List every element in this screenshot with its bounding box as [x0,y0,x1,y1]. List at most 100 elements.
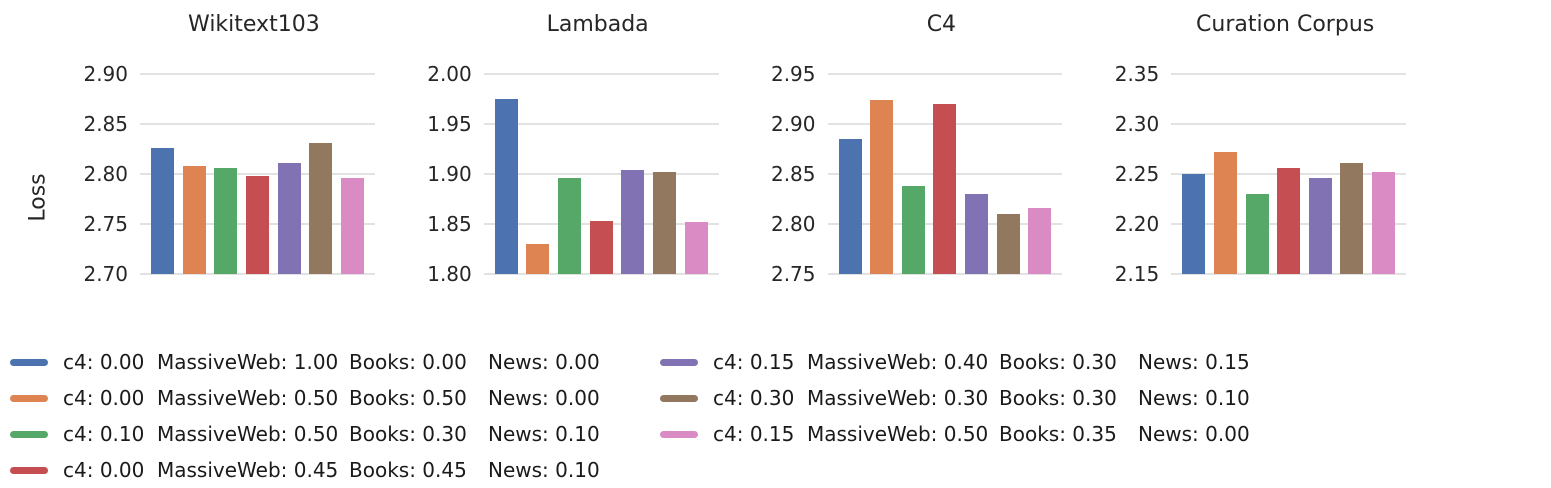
y-tick-labels: 2.00 1.95 1.90 1.85 1.80 [422,62,484,286]
bar-series-3 [245,176,269,274]
legend-label: MassiveWeb: 0.50 [807,422,989,446]
y-tick-label: 1.85 [427,212,472,236]
y-tick-label: 2.85 [770,162,816,186]
plot-area [827,73,1063,275]
legend-swatch [660,394,698,402]
y-tick-label: 2.25 [1114,162,1160,186]
plot-wrap: 2.00 1.95 1.90 1.85 1.80 [422,62,719,286]
bar-series-4 [1308,178,1332,274]
y-tick-label: 1.95 [427,112,472,136]
bar-series-0 [838,139,862,274]
bar-series-1 [182,166,206,274]
chart-panel-wikitext103: Wikitext103 2.90 2.85 2.80 2.75 2.70 [78,8,375,286]
y-tick-label: 1.90 [427,162,472,186]
legend-label: News: 0.15 [1138,350,1250,374]
legend-entry: c4: 0.15 MassiveWeb: 0.50 Books: 0.35 News:… [660,416,1258,452]
legend-label: Books: 0.00 [349,350,467,374]
y-tick-labels: 2.90 2.85 2.80 2.75 2.70 [78,62,140,286]
y-axis-label: Loss [25,173,51,222]
y-tick-label: 2.85 [83,112,128,136]
y-tick-labels: 2.95 2.90 2.85 2.80 2.75 [766,62,828,286]
bar-series-4 [965,194,988,274]
bar-series-3 [1277,168,1301,274]
y-tick-label: 2.15 [1114,262,1160,286]
legend-label: News: 0.10 [488,458,600,482]
y-tick-label: 1.80 [427,262,472,286]
bar-series-4 [621,170,645,274]
legend-label: Books: 0.35 [999,422,1117,446]
bar-series-1 [870,100,894,274]
bars-group [1171,74,1406,274]
chart-panel-lambada: Lambada 2.00 1.95 1.90 1.85 1.80 [422,8,719,286]
y-tick-label: 2.75 [770,262,816,286]
legend-label: c4: 0.00 [63,350,145,374]
legend-label: News: 0.10 [1138,386,1250,410]
gridline [483,123,719,125]
chart-panel-c4: C4 2.95 2.90 2.85 2.80 2.75 [766,8,1063,286]
legend-swatch [660,430,698,438]
legend-label: News: 0.00 [488,350,600,374]
gridline [1171,123,1406,125]
y-tick-label: 2.90 [83,62,128,86]
bar-series-2 [1245,194,1269,274]
plot-wrap: 2.90 2.85 2.80 2.75 2.70 [78,62,375,286]
plot-wrap: 2.35 2.30 2.25 2.20 2.15 [1109,62,1406,286]
legend-entry: c4: 0.15 MassiveWeb: 0.40 Books: 0.30 News:… [660,344,1258,380]
plot-area [140,73,375,275]
gridline [827,273,1063,275]
y-tick-label: 2.90 [770,112,816,136]
bars-group [140,74,375,274]
legend-entry: c4: 0.00 MassiveWeb: 0.50 Books: 0.50 News:… [10,380,608,416]
legend-label: c4: 0.15 [713,350,795,374]
legend-label: MassiveWeb: 0.30 [807,386,989,410]
y-tick-labels: 2.35 2.30 2.25 2.20 2.15 [1109,62,1171,286]
legend-entry: c4: 0.00 MassiveWeb: 0.45 Books: 0.45 News:… [10,452,608,488]
y-tick-label: 2.95 [770,62,816,86]
bar-series-5 [309,143,333,274]
gridline [140,73,375,75]
y-tick-label: 2.00 [427,62,472,86]
legend-label: c4: 0.15 [713,422,795,446]
y-tick-label: 2.75 [83,212,128,236]
bar-series-3 [933,104,957,274]
bar-series-2 [558,178,581,274]
chart-panel-curation-corpus: Curation Corpus 2.35 2.30 2.25 2.20 2.15 [1109,8,1406,286]
plot-area [483,73,719,275]
panels: Wikitext103 2.90 2.85 2.80 2.75 2.70 Lambada 2.… [78,0,1406,286]
legend-entry: c4: 0.10 MassiveWeb: 0.50 Books: 0.30 News:… [10,416,608,452]
gridline [140,123,375,125]
legend-column-1: c4: 0.00 MassiveWeb: 1.00 Books: 0.00 News:… [10,344,608,488]
legend-label: c4: 0.10 [63,422,145,446]
bar-series-6 [1372,172,1395,274]
legend-label: News: 0.00 [1138,422,1250,446]
bar-series-0 [1182,174,1206,274]
bar-series-3 [589,221,613,274]
bar-series-5 [1340,163,1364,274]
legend-swatch [10,394,48,402]
bar-series-2 [901,186,925,274]
bar-series-5 [652,172,676,274]
bars-group [828,74,1063,274]
bar-series-0 [151,148,174,274]
legend-label: MassiveWeb: 0.50 [157,386,339,410]
legend-swatch [10,466,48,474]
legend-swatch [10,430,48,438]
legend: c4: 0.00 MassiveWeb: 1.00 Books: 0.00 News:… [10,344,1258,488]
y-tick-label: 2.35 [1114,62,1160,86]
bar-series-4 [277,163,301,274]
chart-title: Lambada [546,12,649,37]
gridline [140,273,375,275]
gridline [483,273,719,275]
legend-label: Books: 0.30 [999,386,1117,410]
bar-series-2 [214,168,238,274]
gridline [1171,73,1406,75]
bar-series-0 [494,99,518,274]
legend-label: News: 0.10 [488,422,600,446]
bar-series-1 [526,244,550,274]
y-tick-label: 2.80 [770,212,816,236]
legend-label: Books: 0.30 [349,422,467,446]
plot-wrap: 2.95 2.90 2.85 2.80 2.75 [766,62,1063,286]
legend-label: News: 0.00 [488,386,600,410]
bar-series-5 [996,214,1020,274]
